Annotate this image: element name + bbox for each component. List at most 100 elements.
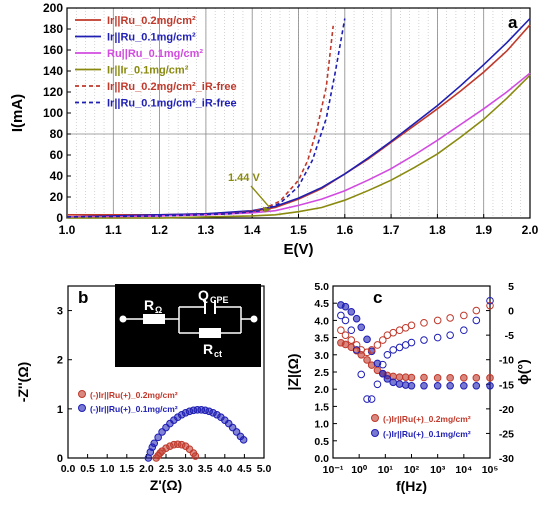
- x-tick-label: 1.3: [198, 223, 215, 237]
- data-point: [347, 326, 356, 335]
- data-point: [352, 346, 361, 354]
- x-tick-label: 5.0: [257, 463, 272, 475]
- y-tick-label: 120: [43, 85, 63, 99]
- data-point: [378, 336, 387, 344]
- panel-label-a: a: [508, 13, 518, 32]
- x-axis-label: f(Hz): [396, 478, 427, 494]
- circuit-inset-background: [115, 284, 261, 367]
- x-tick-label: 10⁴: [455, 464, 472, 476]
- x-tick-label: 1.5: [119, 463, 134, 475]
- y-tick-label: 0: [57, 453, 63, 465]
- legend-item: (-)Ir||Ru(+)_0.2mg/cm²: [90, 390, 178, 400]
- legend-item: Ir||Ru_0.2mg/cm²: [107, 15, 196, 27]
- legend-item: (-)Ir||Ru(+)_0.1mg/cm²: [383, 429, 471, 439]
- y-tick-label: 40: [50, 169, 64, 183]
- resistor-r-omega: [143, 314, 165, 324]
- legend-marker: [371, 414, 379, 422]
- panel-a: 0 20 40 60 80 100 120 140 160 180 200 1.0 1.1 1.2 1.3 1…: [9, 1, 539, 258]
- y-tick-label: 3: [57, 306, 63, 318]
- panel-b: 0 1 2 3 0.0 0.5 1.0 1.5 2.0 2.5 3.0 3.5 4.0 4.5 5.0 Z'(…: [15, 284, 271, 493]
- y-tick-label: 2.0: [314, 384, 329, 396]
- y-right-tick-label: -15: [499, 379, 514, 391]
- rct-label: R: [203, 341, 213, 357]
- legend-item: Ir||Ru_0.1mg/cm²_iR-free: [107, 98, 237, 110]
- data-point: [363, 395, 371, 403]
- data-point: [433, 374, 442, 382]
- series-line: [67, 74, 531, 219]
- data-point: [460, 311, 468, 320]
- data-point: [472, 316, 481, 325]
- x-tick-label: 1.7: [383, 223, 400, 237]
- data-point: [395, 380, 404, 388]
- y-axis-label: |Z|(Ω): [285, 354, 301, 391]
- data-point: [347, 308, 356, 316]
- data-point: [373, 341, 382, 349]
- x-tick-label: 2.0: [139, 463, 154, 475]
- data-point: [341, 302, 350, 311]
- data-point: [460, 374, 468, 382]
- x-tick-label: 2.5: [159, 463, 174, 475]
- x-tick-label: 10⁰: [351, 464, 368, 476]
- data-point: [446, 314, 454, 322]
- data-point: [352, 314, 361, 323]
- legend-item: (-)Ir||Ru(+)_0.1mg/cm²: [90, 404, 178, 414]
- data-point: [389, 346, 398, 354]
- y-right-tick-label: 0: [508, 306, 514, 318]
- y-tick-label: 20: [50, 190, 64, 204]
- data-point: [460, 381, 468, 390]
- data-point: [341, 316, 350, 325]
- x-tick-label: 1.6: [336, 223, 353, 237]
- x-tick-label: 2.0: [522, 223, 539, 237]
- y-tick-label: 60: [50, 148, 64, 162]
- y-right-tick-label: -5: [505, 330, 514, 342]
- x-tick-label: 10²: [404, 464, 420, 476]
- x-axis-label: E(V): [284, 241, 314, 258]
- data-point: [373, 380, 382, 389]
- data-point: [154, 433, 162, 442]
- legend-item: Ir||Ru_0.2mg/cm²_iR-free: [107, 81, 237, 93]
- x-tick-label: 10¹: [378, 464, 394, 476]
- data-point: [433, 316, 442, 325]
- x-tick-label: 1.9: [475, 223, 492, 237]
- y-right-tick-label: -30: [499, 453, 514, 465]
- q-label: Q: [198, 287, 209, 303]
- data-point: [486, 381, 494, 390]
- rct-subscript: ct: [214, 349, 222, 359]
- data-point: [395, 373, 404, 381]
- data-point: [407, 338, 416, 347]
- x-tick-label: 4.0: [217, 463, 232, 475]
- data-point: [383, 375, 392, 383]
- legend-marker: [78, 390, 86, 398]
- x-tick-label: 1.5: [290, 223, 307, 237]
- x-tick-label: 10⁵: [482, 464, 499, 476]
- series-line: [66, 18, 346, 218]
- data-point: [367, 395, 376, 403]
- r-omega-label: R: [144, 297, 154, 313]
- data-point: [486, 374, 494, 382]
- series-line: [66, 17, 531, 218]
- x-tick-label: 1.0: [59, 223, 76, 237]
- data-point: [363, 348, 371, 357]
- data-point: [407, 381, 416, 390]
- data-point: [239, 436, 248, 444]
- y-tick-label: 1.0: [314, 419, 329, 431]
- data-point: [337, 326, 345, 335]
- y-tick-label: 2: [57, 355, 63, 367]
- y-tick-label: 160: [43, 43, 63, 57]
- panel-label-c: c: [373, 288, 382, 307]
- y-tick-label: 3.0: [314, 350, 329, 362]
- data-point: [420, 373, 428, 382]
- panel-c: 0.0 0.5 1.0 1.5 2.0 2.5 3.0 3.5 4.0 4.5 5.0 -30 -25 -…: [285, 281, 531, 494]
- y-right-tick-label: -25: [499, 428, 514, 440]
- annotation-arrow-head: [262, 206, 271, 213]
- data-point: [389, 328, 398, 337]
- circuit-terminal: [119, 315, 127, 323]
- y-tick-label: 1: [57, 404, 63, 416]
- data-point: [420, 381, 428, 390]
- y-axis-label: -Z''(Ω): [15, 362, 31, 402]
- resistor-r-ct: [199, 328, 221, 338]
- x-tick-label: 1.4: [244, 223, 261, 237]
- y-tick-label: 1.5: [314, 401, 329, 413]
